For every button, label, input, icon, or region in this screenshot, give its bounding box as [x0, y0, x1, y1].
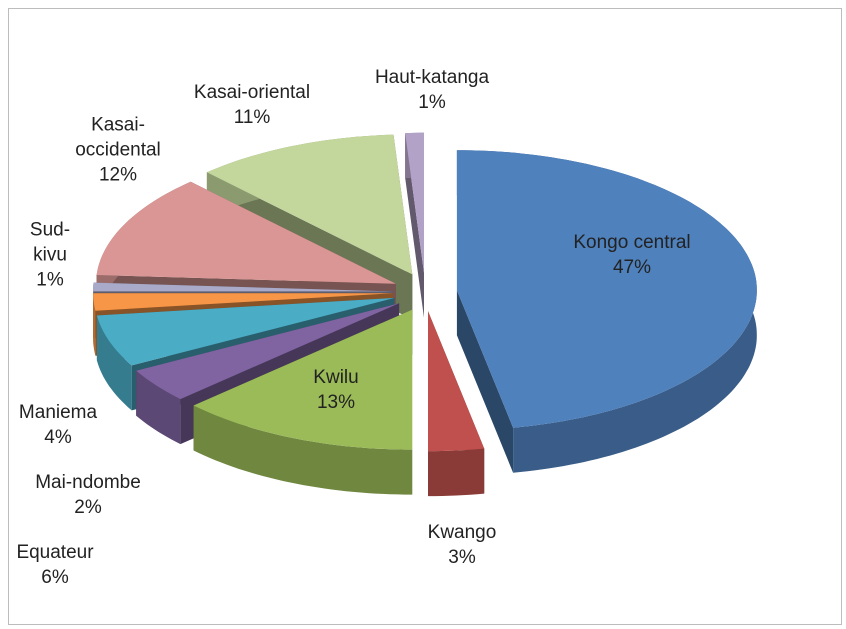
value-label: 6%	[41, 567, 69, 588]
slice-side	[96, 315, 132, 411]
slice	[96, 181, 396, 284]
slice	[456, 150, 757, 428]
data-label: Haut-katanga 1%	[357, 65, 507, 115]
chart-border	[8, 8, 842, 625]
category-name: Kwango	[427, 522, 497, 543]
category-name: Mai-ndombe	[35, 472, 141, 493]
data-label: Kongo central 47%	[552, 230, 712, 280]
data-label: Equateur 6%	[0, 540, 115, 590]
value-label: 11%	[233, 107, 271, 128]
slice	[93, 282, 393, 292]
data-label: Kasai-occidental 12%	[68, 113, 168, 188]
slice	[93, 293, 394, 311]
slice	[136, 303, 400, 400]
data-label: Kwango 3%	[402, 520, 522, 570]
value-label: 13%	[316, 392, 356, 413]
data-label: Sud-kivu 1%	[20, 218, 80, 293]
slice-wall	[405, 133, 424, 318]
category-name: Sud-kivu	[29, 219, 71, 266]
slice	[96, 297, 395, 366]
category-name: Equateur	[16, 542, 94, 563]
category-name: Kongo central	[573, 232, 691, 253]
slice-side	[136, 370, 181, 445]
category-name: Kasai-oriental	[193, 82, 311, 103]
value-label: 3%	[448, 547, 476, 568]
data-label: Kasai-oriental 11%	[167, 80, 337, 130]
category-name: Maniema	[18, 402, 98, 423]
value-label: 2%	[74, 497, 102, 518]
value-label: 1%	[418, 92, 446, 113]
slice	[206, 134, 413, 275]
slice	[405, 132, 424, 273]
data-label: Mai-ndombe 2%	[13, 470, 163, 520]
data-label: Maniema 4%	[0, 400, 118, 450]
slice-side	[93, 293, 96, 356]
category-name: Kwilu	[313, 367, 359, 388]
category-name: Haut-katanga	[374, 67, 490, 88]
slice	[193, 309, 413, 450]
value-label: 4%	[44, 427, 72, 448]
data-label: Kwilu 13%	[286, 365, 386, 415]
value-label: 1%	[36, 269, 64, 291]
slice-side	[428, 448, 485, 497]
slice-side	[193, 405, 413, 495]
value-label: 12%	[98, 164, 138, 186]
category-name: Kasai-occidental	[75, 114, 161, 161]
slice-wall	[456, 290, 514, 473]
slice	[428, 311, 485, 452]
value-label: 47%	[612, 257, 652, 278]
